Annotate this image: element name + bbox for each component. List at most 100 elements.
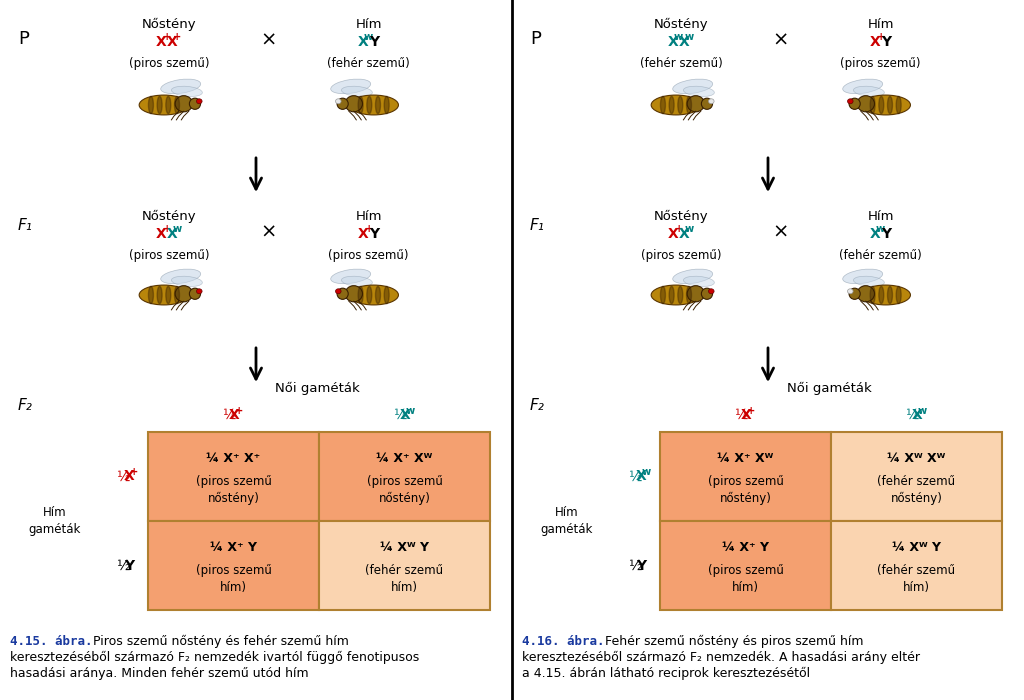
Text: ×: ×: [773, 31, 788, 50]
Text: hasadási aránya. Minden fehér szemű utód hím: hasadási aránya. Minden fehér szemű utód…: [10, 667, 308, 680]
Ellipse shape: [189, 98, 201, 109]
Text: (fehér szemű): (fehér szemű): [328, 57, 410, 70]
Ellipse shape: [166, 97, 171, 113]
Ellipse shape: [709, 99, 714, 104]
Ellipse shape: [337, 98, 348, 109]
Ellipse shape: [345, 96, 362, 112]
Text: X: X: [870, 227, 881, 241]
Ellipse shape: [358, 286, 364, 304]
Text: a 4.15. ábrán látható reciprok keresztezésétől: a 4.15. ábrán látható reciprok keresztez…: [522, 667, 810, 680]
Text: Nőstény: Nőstény: [141, 210, 197, 223]
Text: X: X: [679, 227, 689, 241]
Ellipse shape: [683, 276, 715, 286]
Ellipse shape: [888, 97, 893, 113]
Bar: [319, 432, 490, 521]
Text: w: w: [364, 32, 374, 43]
Bar: [148, 521, 319, 610]
Ellipse shape: [345, 286, 362, 302]
Ellipse shape: [157, 97, 162, 113]
Text: ¼ X⁺ X⁺: ¼ X⁺ X⁺: [207, 452, 261, 465]
Text: ½: ½: [733, 408, 748, 422]
Text: (piros szemű: (piros szemű: [708, 475, 783, 488]
Text: X: X: [167, 35, 177, 49]
Text: ¼ X⁺ Y: ¼ X⁺ Y: [210, 541, 257, 554]
Ellipse shape: [709, 289, 714, 294]
Text: ½: ½: [904, 408, 919, 422]
Text: Hím
gaméták: Hím gaméták: [29, 506, 81, 536]
Text: +: +: [130, 467, 138, 477]
Text: F₁: F₁: [530, 218, 545, 232]
Ellipse shape: [148, 286, 154, 304]
Ellipse shape: [669, 286, 674, 304]
Text: hím): hím): [732, 581, 759, 594]
Text: ½: ½: [392, 408, 407, 422]
Text: X: X: [636, 470, 646, 484]
Text: +: +: [163, 225, 171, 235]
Text: +: +: [748, 405, 756, 416]
Text: (piros szemű: (piros szemű: [196, 475, 271, 488]
Text: (piros szemű): (piros szemű): [129, 249, 209, 262]
Text: (piros szemű: (piros szemű: [367, 475, 442, 488]
Text: ½: ½: [221, 408, 236, 422]
Text: X: X: [156, 35, 167, 49]
Bar: [319, 521, 490, 610]
Text: P: P: [18, 30, 29, 48]
Ellipse shape: [139, 285, 188, 305]
Ellipse shape: [175, 96, 193, 112]
Ellipse shape: [849, 288, 860, 300]
Text: X: X: [228, 408, 240, 422]
Text: X: X: [358, 35, 369, 49]
Text: X: X: [911, 408, 923, 422]
Ellipse shape: [197, 99, 202, 104]
Ellipse shape: [660, 286, 666, 304]
Ellipse shape: [157, 286, 162, 304]
Ellipse shape: [384, 286, 389, 304]
Ellipse shape: [174, 286, 179, 304]
Ellipse shape: [358, 97, 364, 113]
Text: ¼ Xᵂ Xᵂ: ¼ Xᵂ Xᵂ: [888, 452, 945, 465]
Text: +: +: [236, 405, 244, 416]
Text: ¼ Xᵂ Y: ¼ Xᵂ Y: [380, 541, 429, 554]
Ellipse shape: [701, 98, 713, 109]
Text: X: X: [358, 227, 369, 241]
Bar: [148, 432, 319, 521]
Text: +: +: [173, 32, 181, 43]
Ellipse shape: [686, 97, 691, 113]
Ellipse shape: [687, 96, 705, 112]
Text: w: w: [918, 405, 927, 416]
Text: Nőstény: Nőstény: [141, 18, 197, 32]
Text: hím): hím): [220, 581, 247, 594]
Text: Hím: Hím: [867, 18, 894, 31]
Text: X: X: [679, 35, 689, 49]
Text: Hím
gaméták: Hím gaméták: [541, 506, 593, 536]
Text: (piros szemű): (piros szemű): [129, 57, 209, 70]
Ellipse shape: [896, 286, 901, 304]
Ellipse shape: [349, 285, 398, 305]
Text: nőstény): nőstény): [891, 492, 942, 505]
Text: nőstény): nőstény): [208, 492, 259, 505]
Ellipse shape: [175, 286, 193, 302]
Text: w: w: [674, 32, 683, 43]
Ellipse shape: [870, 286, 876, 304]
Text: (fehér szemű: (fehér szemű: [366, 564, 443, 577]
Text: Y: Y: [636, 559, 646, 573]
Ellipse shape: [879, 286, 884, 304]
Ellipse shape: [161, 79, 201, 94]
Text: +: +: [365, 225, 373, 235]
Text: w: w: [876, 225, 886, 235]
Text: ¼ X⁺ Xᵂ: ¼ X⁺ Xᵂ: [718, 452, 773, 465]
Text: nőstény): nőstény): [720, 492, 771, 505]
Text: keresztezéséből származó F₂ nemzedék ivartól függő fenotipusos: keresztezéséből származó F₂ nemzedék iva…: [10, 651, 419, 664]
Bar: [831, 521, 1002, 610]
Text: Piros szemű nőstény és fehér szemű hím: Piros szemű nőstény és fehér szemű hím: [85, 635, 349, 648]
Ellipse shape: [651, 95, 700, 115]
Text: Női gaméták: Női gaméták: [275, 382, 359, 395]
Ellipse shape: [853, 86, 885, 97]
Text: ½: ½: [117, 470, 130, 484]
Text: keresztezéséből származó F₂ nemzedék. A hasadási arány eltér: keresztezéséből származó F₂ nemzedék. A …: [522, 651, 920, 664]
Ellipse shape: [687, 286, 705, 302]
Text: 4.15. ábra.: 4.15. ábra.: [10, 635, 92, 648]
Ellipse shape: [349, 95, 398, 115]
Text: ½: ½: [629, 470, 642, 484]
Text: X: X: [167, 227, 177, 241]
